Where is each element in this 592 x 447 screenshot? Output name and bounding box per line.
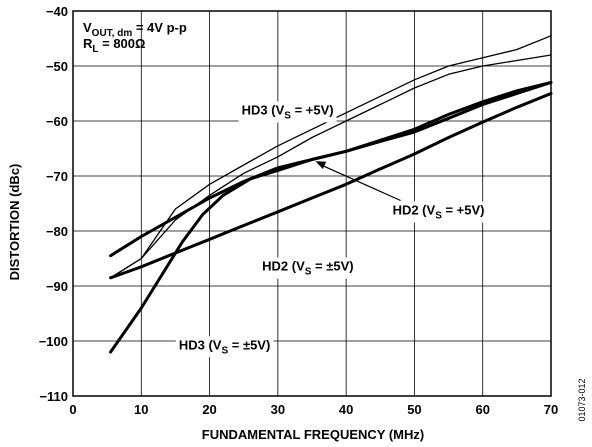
condition-rl-sub: L (92, 44, 98, 55)
condition-vout-main: V (83, 20, 92, 35)
y-tick-label: −110 (39, 389, 68, 404)
callout-arrow-line (319, 163, 401, 202)
condition-rl: RL = 800Ω (83, 36, 145, 55)
annotation-background (259, 257, 357, 279)
conditions-box: VOUT, dm = 4V p-p RL = 800Ω (83, 20, 187, 55)
annotation-background (389, 201, 488, 223)
annotation-hd3_plus: HD3 (VS = +5V) (242, 102, 334, 121)
series-line-4 (109, 92, 553, 280)
condition-vout-sub: OUT, dm (92, 28, 133, 39)
condition-rl-main: R (83, 36, 93, 51)
series-line-5 (109, 81, 553, 354)
x-tick-label: 50 (407, 402, 421, 417)
x-tick-label: 0 (69, 402, 76, 417)
x-ticks: 0 10 20 30 40 50 60 70 (69, 402, 558, 417)
annotation-hd2_pm: HD2 (VS = ±5V) (262, 259, 353, 278)
callout-arrow-head (315, 161, 327, 169)
x-tick-label: 70 (544, 402, 558, 417)
x-tick-label: 10 (134, 402, 148, 417)
x-axis-label: FUNDAMENTAL FREQUENCY (MHz) (202, 427, 424, 442)
annotation-hd2_plus: HD2 (VS = +5V) (393, 203, 485, 222)
annotations: HD3 (VS = +5V) HD2 (VS = +5V) HD2 (VS = ±5… (175, 101, 488, 358)
annotation-background (175, 336, 274, 358)
y-tick-label: −40 (46, 4, 68, 19)
plot-frame (72, 10, 552, 397)
condition-vout-rest: = 4V p-p (132, 20, 187, 35)
y-ticks: −40 −50 −60 −70 −80 −90 −100 −110 (39, 4, 68, 404)
condition-vout: VOUT, dm = 4V p-p (83, 20, 187, 39)
y-tick-label: −50 (46, 59, 68, 74)
y-tick-label: −60 (46, 114, 68, 129)
y-tick-label: −80 (46, 224, 68, 239)
x-tick-label: 20 (202, 402, 216, 417)
figure-id: 01073-012 (577, 378, 587, 421)
annotation-background (238, 101, 337, 123)
x-tick-label: 60 (475, 402, 489, 417)
series-line-2 (109, 54, 552, 279)
series-group (109, 35, 553, 354)
y-tick-label: −70 (46, 169, 68, 184)
y-tick-label: −100 (39, 334, 68, 349)
x-tick-label: 30 (271, 402, 285, 417)
x-tick-label: 40 (339, 402, 353, 417)
series-line-1 (109, 35, 552, 279)
y-axis-label: DISTORTION (dBc) (7, 164, 22, 281)
condition-rl-rest: = 800Ω (99, 36, 146, 51)
y-tick-label: −90 (46, 279, 68, 294)
annotation-hd3_pm: HD3 (VS = ±5V) (179, 337, 270, 356)
